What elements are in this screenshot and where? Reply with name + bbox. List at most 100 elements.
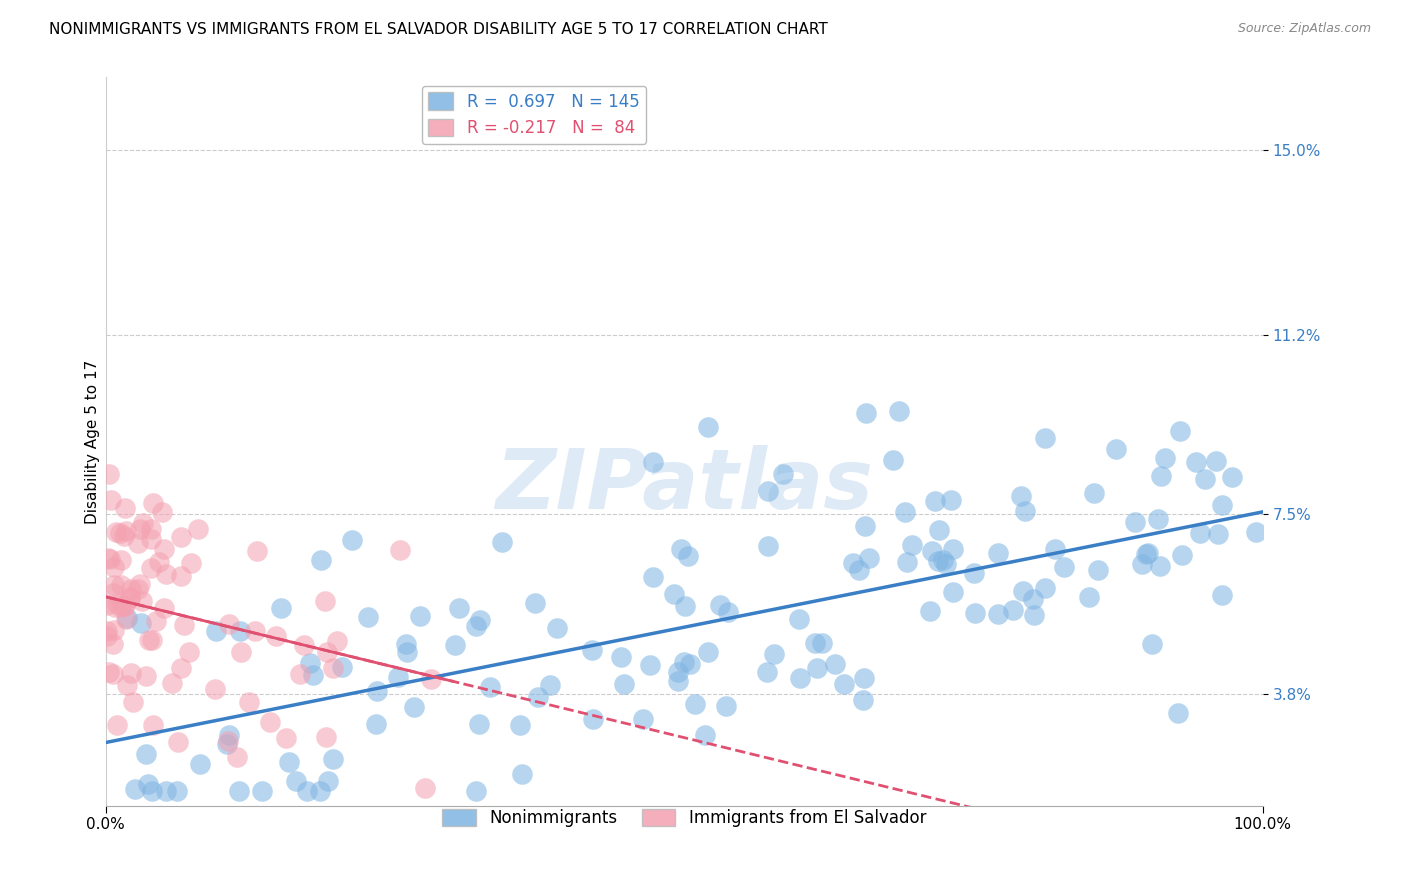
Point	[789, 612, 811, 626]
Point	[121, 695, 143, 709]
Point	[855, 518, 877, 533]
Point	[1083, 485, 1105, 500]
Point	[824, 657, 846, 672]
Point	[1078, 591, 1101, 605]
Point	[1189, 526, 1212, 541]
Point	[763, 647, 786, 661]
Point	[155, 566, 177, 581]
Point	[114, 612, 136, 626]
Point	[120, 582, 142, 596]
Point	[112, 599, 135, 614]
Point	[1167, 706, 1189, 721]
Point	[114, 501, 136, 516]
Point	[464, 784, 486, 798]
Point	[105, 597, 128, 611]
Point	[96, 629, 118, 643]
Point	[387, 670, 409, 684]
Point	[1043, 541, 1066, 556]
Point	[160, 676, 183, 690]
Point	[322, 661, 344, 675]
Point	[120, 666, 142, 681]
Point	[1184, 455, 1206, 469]
Point	[927, 554, 949, 568]
Point	[127, 582, 149, 596]
Point	[546, 621, 568, 635]
Point	[858, 551, 880, 566]
Point	[117, 678, 139, 692]
Point	[678, 549, 700, 563]
Point	[98, 467, 121, 481]
Point	[1211, 588, 1233, 602]
Point	[641, 569, 664, 583]
Point	[789, 672, 811, 686]
Point	[1171, 549, 1194, 563]
Point	[292, 638, 315, 652]
Point	[128, 536, 150, 550]
Point	[806, 660, 828, 674]
Point	[135, 747, 157, 761]
Point	[231, 645, 253, 659]
Point	[170, 530, 193, 544]
Legend: Nonimmigrants, Immigrants from El Salvador: Nonimmigrants, Immigrants from El Salvad…	[436, 802, 932, 834]
Point	[288, 666, 311, 681]
Point	[811, 636, 834, 650]
Point	[217, 737, 239, 751]
Point	[101, 666, 124, 681]
Point	[316, 645, 339, 659]
Point	[141, 784, 163, 798]
Point	[772, 467, 794, 481]
Point	[166, 784, 188, 798]
Point	[932, 553, 955, 567]
Point	[110, 578, 132, 592]
Point	[1012, 583, 1035, 598]
Point	[643, 455, 665, 469]
Point	[309, 784, 332, 798]
Point	[1211, 499, 1233, 513]
Point	[103, 577, 125, 591]
Point	[669, 542, 692, 557]
Point	[298, 656, 321, 670]
Point	[135, 669, 157, 683]
Point	[110, 525, 132, 540]
Point	[364, 717, 387, 731]
Point	[96, 598, 118, 612]
Point	[97, 665, 120, 680]
Point	[963, 606, 986, 620]
Point	[395, 644, 418, 658]
Point	[756, 484, 779, 499]
Point	[1142, 637, 1164, 651]
Point	[120, 590, 142, 604]
Point	[188, 756, 211, 771]
Point	[419, 673, 441, 687]
Point	[832, 677, 855, 691]
Point	[142, 718, 165, 732]
Point	[245, 543, 267, 558]
Point	[100, 493, 122, 508]
Point	[402, 700, 425, 714]
Point	[103, 637, 125, 651]
Point	[662, 586, 685, 600]
Point	[110, 553, 132, 567]
Point	[129, 522, 152, 536]
Point	[714, 699, 737, 714]
Point	[141, 522, 163, 536]
Point	[921, 544, 943, 558]
Point	[166, 735, 188, 749]
Point	[225, 750, 247, 764]
Point	[1033, 431, 1056, 445]
Point	[756, 665, 779, 679]
Point	[97, 550, 120, 565]
Point	[105, 718, 128, 732]
Point	[1010, 489, 1032, 503]
Point	[1001, 603, 1024, 617]
Point	[104, 599, 127, 614]
Point	[894, 505, 917, 519]
Point	[321, 752, 343, 766]
Point	[1053, 560, 1076, 574]
Point	[638, 657, 661, 672]
Point	[987, 546, 1010, 560]
Point	[1105, 442, 1128, 456]
Point	[443, 638, 465, 652]
Point	[153, 542, 176, 557]
Point	[942, 584, 965, 599]
